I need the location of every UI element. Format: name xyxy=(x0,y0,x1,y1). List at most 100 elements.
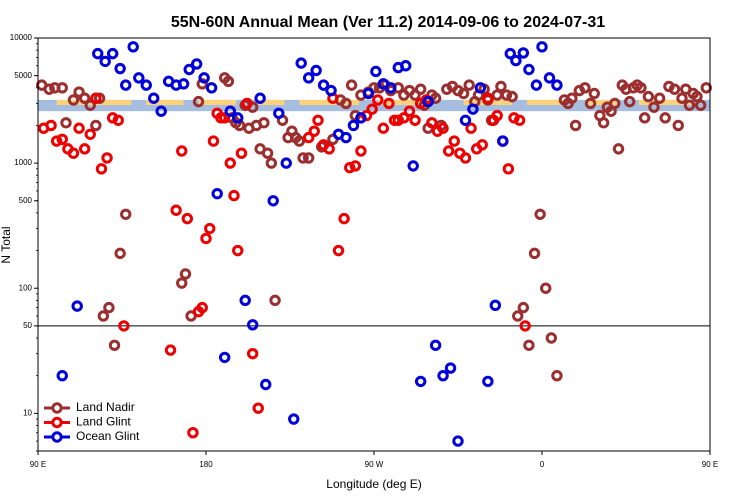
land-nadir-point xyxy=(261,147,274,159)
land-nadir-point xyxy=(512,310,524,322)
land-nadir-point xyxy=(67,94,80,106)
land-nadir-point xyxy=(534,208,546,220)
land-nadir-point xyxy=(457,87,470,100)
ocean-glint-point xyxy=(99,55,111,68)
ocean-glint-point xyxy=(71,300,83,312)
land-nadir-point xyxy=(368,82,380,94)
ocean-glint-point xyxy=(407,160,419,172)
land-nadir-point xyxy=(653,92,666,104)
land-mask-segment xyxy=(639,99,692,105)
land-glint-point xyxy=(118,320,130,332)
land-nadir-point xyxy=(672,119,684,132)
ocean-glint-point xyxy=(140,79,152,91)
legend-land-glint-label: Land Glint xyxy=(76,415,131,429)
y-axis: 10 50 100 500 1000 5000 10000 xyxy=(10,33,38,452)
ocean-glint-point xyxy=(267,195,279,207)
land-glint-point xyxy=(84,128,96,140)
land-nadir-point xyxy=(60,117,72,129)
ocean-glint-point xyxy=(273,107,285,120)
land-nadir-point xyxy=(78,92,91,104)
land-glint-point xyxy=(338,212,350,225)
land-glint-point xyxy=(392,114,404,126)
land-nadir-point xyxy=(463,79,475,91)
land-glint-point xyxy=(204,222,216,235)
land-glint-point xyxy=(403,105,416,117)
land-nadir-point xyxy=(506,90,518,103)
ocean-glint-point xyxy=(218,351,231,364)
land-nadir-point xyxy=(73,86,85,98)
ocean-glint-point xyxy=(414,375,427,388)
x-axis-label: Longitude (deg E) xyxy=(326,477,421,491)
land-glint-point xyxy=(377,122,390,134)
land-nadir-point xyxy=(120,208,132,220)
land-glint-point xyxy=(383,97,395,110)
ocean-glint-point xyxy=(429,339,442,351)
land-glint-point xyxy=(323,143,335,155)
ocean-glint-point xyxy=(459,114,472,126)
land-glint-point xyxy=(164,344,177,356)
ocean-glint-point xyxy=(288,413,300,425)
ocean-glint-point xyxy=(177,78,190,90)
land-glint-point xyxy=(45,119,57,132)
land-nadir-point xyxy=(638,112,651,124)
land-nadir-point xyxy=(265,157,278,169)
land-nadir-point xyxy=(409,89,421,101)
land-glint-point xyxy=(448,135,460,147)
land-glint-point xyxy=(312,114,324,126)
land-glint-point xyxy=(302,131,315,144)
land-glint-point xyxy=(246,347,259,360)
land-mask-segment xyxy=(377,99,430,105)
land-mask-segment xyxy=(198,99,236,105)
land-nadir-point xyxy=(84,99,96,111)
ocean-glint-point xyxy=(482,375,494,388)
land-nadir-point xyxy=(517,301,530,314)
x-axis: 90 E 180 90 W 0 90 E xyxy=(30,451,718,469)
land-nadir-point xyxy=(676,92,688,104)
land-mask-segment xyxy=(146,99,184,105)
ocean-glint-point xyxy=(444,362,457,374)
land-glint-point xyxy=(476,139,488,151)
land-glint-point xyxy=(218,112,231,124)
land-nadir-point xyxy=(500,89,513,101)
ocean-glint-point xyxy=(325,84,337,97)
ocean-glint-point xyxy=(543,72,556,84)
land-glint-point xyxy=(95,163,108,175)
land-glint-point xyxy=(187,427,199,439)
land-glint-point xyxy=(196,301,208,314)
ocean-glint-point xyxy=(133,72,145,84)
ocean-glint-point xyxy=(370,65,382,78)
land-glint-point xyxy=(459,152,472,164)
ocean-glint-point xyxy=(452,435,464,447)
land-glint-point xyxy=(73,122,85,134)
ocean-glint-point xyxy=(155,105,167,117)
land-nadir-point xyxy=(269,294,281,307)
land-glint-point xyxy=(349,160,362,172)
land-nadir-point xyxy=(179,268,192,280)
land-glint-point xyxy=(398,112,410,124)
land-glint-point xyxy=(181,212,194,225)
land-nadir-point xyxy=(108,339,121,351)
ocean-glint-point xyxy=(510,54,522,67)
land-nadir-point xyxy=(293,135,306,147)
land-nadir-point xyxy=(192,95,205,108)
ocean-glint-point xyxy=(347,119,360,132)
ocean-glint-point xyxy=(106,47,119,60)
ocean-glint-point xyxy=(385,82,397,94)
x-tick-label: 0 xyxy=(540,460,545,469)
ocean-glint-point xyxy=(362,87,375,100)
land-glint-point xyxy=(372,94,384,106)
ocean-glint-point xyxy=(497,135,509,147)
land-glint-point xyxy=(101,152,113,164)
land-glint-point xyxy=(344,161,356,174)
legend-land-nadir-label: Land Nadir xyxy=(76,400,135,414)
land-glint-point xyxy=(112,114,124,126)
land-nadir-point xyxy=(545,332,558,344)
land-nadir-point xyxy=(176,277,188,289)
ocean-glint-point xyxy=(340,131,352,144)
ocean-glint-point xyxy=(190,58,203,70)
land-glint-point xyxy=(426,117,438,129)
ocean-glint-point xyxy=(183,63,195,76)
land-glint-point xyxy=(513,114,526,126)
